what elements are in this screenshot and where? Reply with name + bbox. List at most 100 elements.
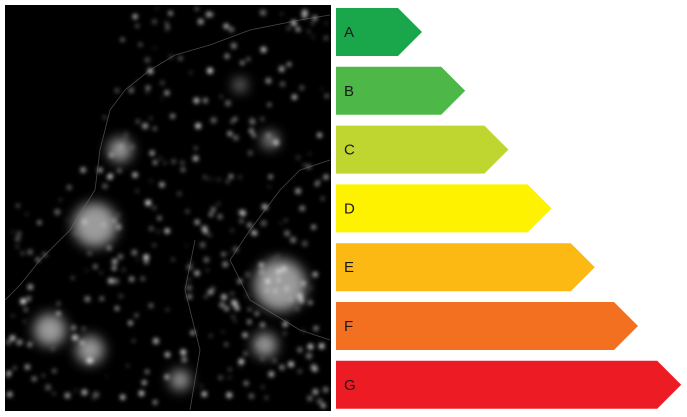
energy-class-label: E — [344, 259, 354, 276]
light — [210, 286, 215, 292]
energy-class-label: G — [344, 377, 356, 394]
light — [225, 100, 231, 106]
light — [24, 364, 31, 370]
light — [296, 156, 300, 160]
light — [16, 204, 20, 208]
light — [99, 296, 104, 301]
light — [261, 386, 264, 389]
light — [233, 135, 239, 141]
light — [129, 276, 135, 282]
light — [230, 291, 235, 296]
light — [157, 216, 162, 221]
light — [120, 38, 125, 42]
light — [102, 183, 108, 189]
light — [192, 155, 199, 162]
light — [149, 226, 154, 231]
light — [301, 281, 306, 286]
light — [134, 313, 139, 317]
light — [279, 365, 285, 370]
light — [260, 46, 267, 53]
image-background — [5, 5, 331, 411]
light — [171, 159, 176, 164]
light — [299, 205, 305, 211]
light — [297, 293, 303, 299]
light — [51, 347, 55, 351]
light — [308, 300, 313, 305]
energy-class-label: A — [344, 24, 354, 41]
light — [247, 222, 252, 228]
urban-glow — [170, 370, 190, 390]
light — [311, 22, 314, 25]
light — [233, 246, 239, 252]
light — [116, 224, 122, 230]
light — [56, 311, 61, 316]
light — [195, 123, 201, 129]
light — [20, 298, 27, 305]
light — [153, 400, 158, 405]
light — [82, 327, 85, 331]
light — [218, 214, 223, 219]
energy-arrow — [336, 66, 466, 115]
light — [16, 231, 22, 236]
light — [31, 376, 37, 382]
light — [201, 391, 207, 397]
light — [109, 153, 114, 158]
light — [140, 276, 145, 281]
light — [206, 269, 209, 272]
light — [219, 95, 223, 98]
energy-class-label: C — [344, 142, 355, 159]
light — [142, 123, 148, 129]
light — [141, 380, 147, 385]
light — [233, 117, 237, 121]
energy-arrow — [336, 184, 552, 233]
light — [149, 150, 155, 156]
light — [147, 68, 154, 74]
light — [120, 144, 123, 148]
light — [307, 343, 314, 350]
light — [129, 88, 134, 93]
light — [160, 97, 163, 100]
light — [317, 179, 321, 184]
light — [67, 185, 72, 190]
urban-glow — [73, 203, 117, 247]
light — [132, 14, 138, 19]
light — [267, 103, 271, 107]
light — [164, 374, 170, 380]
light — [197, 18, 204, 25]
light — [74, 389, 77, 392]
light — [112, 218, 117, 223]
light — [165, 25, 170, 29]
light — [92, 396, 95, 400]
light — [209, 212, 213, 217]
light — [45, 384, 51, 391]
light — [107, 246, 112, 251]
light — [107, 174, 113, 180]
light — [313, 326, 319, 331]
light — [25, 213, 28, 216]
light — [230, 299, 235, 304]
light — [240, 60, 245, 65]
light — [42, 252, 48, 258]
light — [307, 30, 311, 33]
light — [52, 392, 56, 395]
light — [118, 254, 123, 260]
light — [5, 339, 12, 346]
light — [228, 376, 231, 379]
urban-glow — [108, 138, 132, 162]
light — [260, 220, 267, 226]
light — [291, 299, 294, 301]
light — [249, 118, 256, 125]
light — [249, 393, 254, 399]
light — [284, 286, 290, 292]
light — [268, 185, 271, 188]
light — [26, 296, 32, 301]
energy-class-label: D — [344, 200, 355, 217]
light — [229, 27, 234, 32]
light — [321, 197, 325, 201]
light — [6, 370, 12, 376]
light — [80, 340, 84, 345]
light — [135, 24, 139, 28]
light — [138, 43, 142, 46]
light — [284, 219, 288, 222]
light — [228, 367, 232, 371]
